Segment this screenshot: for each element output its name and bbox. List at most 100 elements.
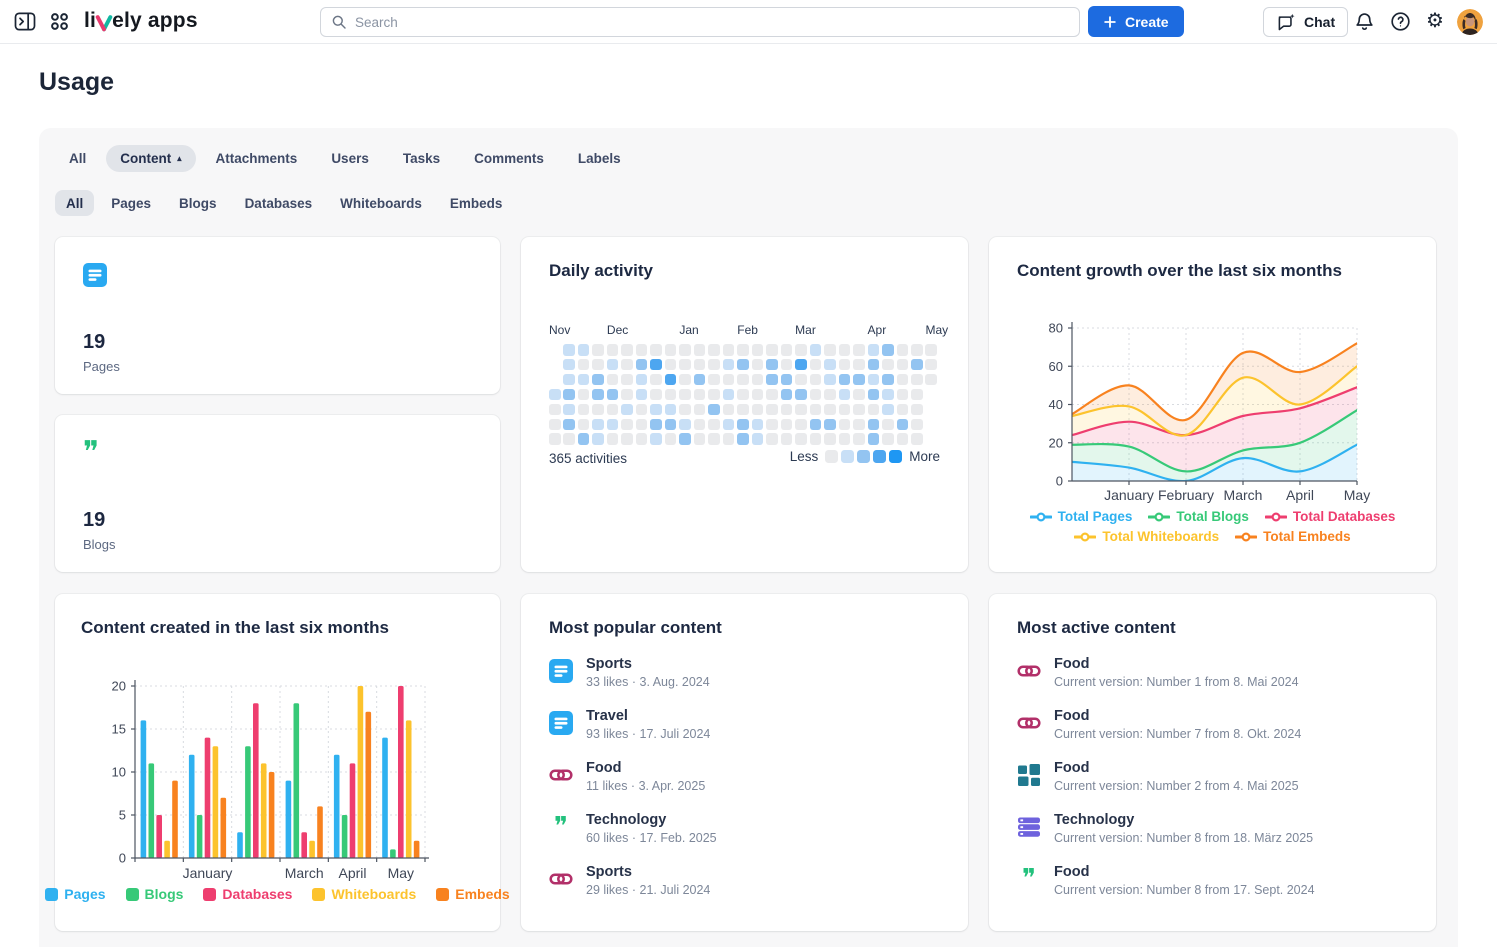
list-item[interactable]: Sports33 likes · 3. Aug. 2024 xyxy=(549,656,944,689)
heatmap-cell xyxy=(781,359,793,371)
heatmap-cell xyxy=(694,433,706,445)
item-title[interactable]: Food xyxy=(1054,760,1299,777)
item-title[interactable]: Travel xyxy=(586,708,710,725)
sidebar-toggle-icon[interactable] xyxy=(14,12,36,31)
item-title[interactable]: Food xyxy=(1054,708,1301,725)
tab-attachments[interactable]: Attachments xyxy=(202,145,312,172)
heatmap-cell xyxy=(810,419,822,431)
heatmap-cell xyxy=(607,419,619,431)
heatmap-cell xyxy=(781,433,793,445)
help-icon[interactable] xyxy=(1390,11,1411,32)
heatmap-cell xyxy=(665,433,677,445)
user-avatar[interactable] xyxy=(1457,9,1483,35)
item-title[interactable]: Technology xyxy=(1054,812,1313,829)
svg-text:April: April xyxy=(338,865,366,881)
heatmap-cell xyxy=(636,419,648,431)
heatmap-cell xyxy=(578,419,590,431)
tab-tasks[interactable]: Tasks xyxy=(389,145,454,172)
item-title[interactable]: Sports xyxy=(586,864,710,881)
item-title[interactable]: Food xyxy=(1054,864,1315,881)
content-created-title: Content created in the last six months xyxy=(81,618,389,638)
heatmap-cell xyxy=(723,404,735,416)
pages-count: 19 xyxy=(83,331,105,354)
legend-item-total-blogs[interactable]: Total Blogs xyxy=(1148,509,1249,524)
heatmap-cell xyxy=(665,389,677,401)
heatmap-cell xyxy=(665,359,677,371)
item-title[interactable]: Technology xyxy=(586,812,717,829)
svg-text:80: 80 xyxy=(1049,321,1063,336)
list-item[interactable]: Food11 likes · 3. Apr. 2025 xyxy=(549,760,944,793)
settings-icon[interactable]: ⚙ xyxy=(1426,8,1444,34)
heatmap-cell xyxy=(781,344,793,356)
app-switcher-icon[interactable] xyxy=(50,12,69,31)
logo-v-icon xyxy=(95,14,113,32)
heatmap-cell xyxy=(592,389,604,401)
legend-item-total-whiteboards[interactable]: Total Whiteboards xyxy=(1074,529,1219,544)
heatmap-cell xyxy=(911,389,923,401)
legend-item-total-pages[interactable]: Total Pages xyxy=(1030,509,1133,524)
item-subtitle: Current version: Number 7 from 8. Okt. 2… xyxy=(1054,727,1301,741)
list-item[interactable]: ❞Technology60 likes · 17. Feb. 2025 xyxy=(549,812,944,845)
heatmap-cell xyxy=(578,404,590,416)
heatmap-cell xyxy=(766,359,778,371)
list-item[interactable]: FoodCurrent version: Number 1 from 8. Ma… xyxy=(1017,656,1412,689)
subtab-all[interactable]: All xyxy=(55,190,94,216)
list-item[interactable]: Travel93 likes · 17. Juli 2024 xyxy=(549,708,944,741)
svg-text:January: January xyxy=(1104,487,1154,503)
heatmap-cell xyxy=(752,419,764,431)
item-title[interactable]: Sports xyxy=(586,656,710,673)
heatmap-cell xyxy=(752,389,764,401)
notifications-icon[interactable] xyxy=(1354,11,1375,32)
list-item[interactable]: FoodCurrent version: Number 2 from 4. Ma… xyxy=(1017,760,1412,793)
legend-item-total-databases[interactable]: Total Databases xyxy=(1265,509,1396,524)
heatmap-cell xyxy=(824,344,836,356)
svg-text:February: February xyxy=(1158,487,1214,503)
list-item[interactable]: Sports29 likes · 21. Juli 2024 xyxy=(549,864,944,897)
heatmap-cell xyxy=(708,374,720,386)
subtab-whiteboards[interactable]: Whiteboards xyxy=(329,190,433,216)
heatmap-month-jan: Jan xyxy=(679,323,698,337)
subtab-pages[interactable]: Pages xyxy=(100,190,162,216)
tab-comments[interactable]: Comments xyxy=(460,145,558,172)
heatmap-cell xyxy=(563,344,575,356)
heatmap-cell xyxy=(665,344,677,356)
legend-item-embeds[interactable]: Embeds xyxy=(436,886,509,902)
legend-item-blogs[interactable]: Blogs xyxy=(126,886,184,902)
heatmap-cell xyxy=(708,404,720,416)
heatmap-cell xyxy=(578,433,590,445)
svg-text:0: 0 xyxy=(1056,474,1063,489)
item-title[interactable]: Food xyxy=(586,760,705,777)
heatmap-cell xyxy=(694,404,706,416)
heatmap-cell xyxy=(897,433,909,445)
legend-item-total-embeds[interactable]: Total Embeds xyxy=(1235,529,1351,544)
item-title[interactable]: Food xyxy=(1054,656,1299,673)
create-button[interactable]: Create xyxy=(1088,6,1184,37)
tab-labels[interactable]: Labels xyxy=(564,145,635,172)
legend-item-whiteboards[interactable]: Whiteboards xyxy=(312,886,416,902)
tab-content[interactable]: Content▴ xyxy=(106,145,195,172)
heatmap-cell xyxy=(853,433,865,445)
search-input[interactable] xyxy=(355,15,1069,30)
tab-all[interactable]: All xyxy=(55,145,100,172)
heatmap-legend-less: Less xyxy=(790,449,819,464)
legend-item-pages[interactable]: Pages xyxy=(45,886,105,902)
list-item[interactable]: TechnologyCurrent version: Number 8 from… xyxy=(1017,812,1412,845)
content-growth-card: Content growth over the last six months … xyxy=(989,237,1436,572)
heatmap-cell xyxy=(810,389,822,401)
heatmap-cell xyxy=(824,374,836,386)
heatmap-cell xyxy=(679,374,691,386)
tab-users[interactable]: Users xyxy=(317,145,383,172)
chat-button[interactable]: Chat xyxy=(1263,7,1348,37)
list-item[interactable]: Food Current version: Number 7 from 8. Ok… xyxy=(1017,708,1412,741)
svg-text:January: January xyxy=(183,865,233,881)
heatmap-cell xyxy=(592,433,604,445)
heatmap-cell xyxy=(563,374,575,386)
subtab-embeds[interactable]: Embeds xyxy=(439,190,514,216)
list-item[interactable]: ❞FoodCurrent version: Number 8 from 17. … xyxy=(1017,864,1412,897)
search-box[interactable] xyxy=(320,7,1080,37)
heatmap-cell xyxy=(897,359,909,371)
subtab-blogs[interactable]: Blogs xyxy=(168,190,228,216)
subtab-databases[interactable]: Databases xyxy=(234,190,324,216)
heatmap-cell xyxy=(868,344,880,356)
legend-item-databases[interactable]: Databases xyxy=(203,886,292,902)
